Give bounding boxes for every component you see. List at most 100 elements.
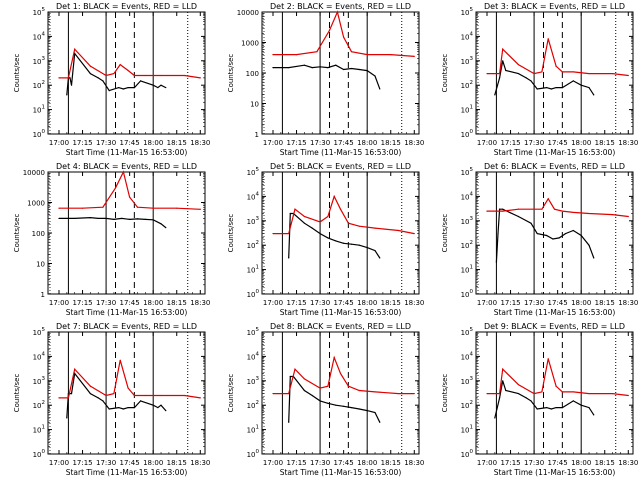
x-tick-label: 17:15 <box>72 139 92 147</box>
events-data-point <box>152 84 154 86</box>
events-data-point <box>70 84 73 86</box>
lld-data-point <box>144 74 146 77</box>
events-data-point <box>550 88 552 90</box>
events-data-point <box>311 67 313 69</box>
plot-frame <box>475 11 634 135</box>
events-data-point <box>58 217 60 220</box>
x-tick-label: 17:15 <box>500 459 520 467</box>
events-data-point <box>358 408 360 410</box>
lld-data-point <box>105 394 107 397</box>
lld-data-point <box>627 215 629 218</box>
lld-data-point <box>67 397 70 399</box>
events-data-point <box>289 375 291 378</box>
events-data-point <box>140 400 142 402</box>
lld-data-point <box>336 11 338 13</box>
x-tick-label: 18:00 <box>571 459 591 467</box>
y-tick-label: 103 <box>247 376 260 386</box>
y-axis-title: Counts/sec <box>227 214 235 253</box>
x-tick-label: 18:30 <box>618 139 638 147</box>
y-tick-label: 105 <box>247 167 260 177</box>
y-tick-label: 100 <box>461 129 474 139</box>
events-data-point <box>157 406 159 409</box>
y-tick-label: 105 <box>461 7 474 17</box>
events-data-point <box>121 217 123 220</box>
x-tick-label: 18:30 <box>618 299 638 307</box>
lld-data-point <box>358 225 360 227</box>
detector-plot-7: Det 7: BLACK = Events, RED = LLD 100 101 10… <box>13 322 210 477</box>
events-data-point <box>502 380 504 382</box>
events-data-point <box>517 392 519 395</box>
events-data-point <box>105 217 107 220</box>
events-data-point <box>327 67 329 69</box>
x-tick-label: 17:15 <box>286 139 306 147</box>
lld-data-point <box>199 397 201 399</box>
y-tick-label: 103 <box>461 376 474 386</box>
plot-frame <box>475 171 634 295</box>
lld-data-point <box>486 392 488 395</box>
lld-data-point <box>58 77 60 79</box>
lld-data-point <box>555 65 557 67</box>
events-data-point <box>311 227 313 229</box>
lld-data-point <box>327 385 329 387</box>
y-axis-title: Counts/sec <box>227 54 235 93</box>
events-data-point <box>303 389 305 392</box>
events-data-point <box>593 414 595 416</box>
lld-data-point <box>160 74 162 77</box>
events-series-line <box>273 64 381 90</box>
lld-data-point <box>89 65 91 67</box>
x-tick-label: 17:00 <box>263 139 283 147</box>
events-data-point <box>350 243 353 245</box>
events-data-point <box>366 246 368 249</box>
events-data-point <box>113 218 115 220</box>
lld-data-point <box>374 391 376 393</box>
lld-data-point <box>572 71 574 73</box>
events-data-point <box>165 86 167 89</box>
lld-data-point <box>588 392 590 395</box>
x-tick-label: 18:30 <box>404 459 424 467</box>
x-tick-label: 17:45 <box>120 299 140 307</box>
lld-data-point <box>333 356 335 359</box>
events-data-point <box>505 69 507 72</box>
events-data-point <box>97 397 99 399</box>
lld-data-point <box>319 387 321 389</box>
events-data-point <box>593 257 595 259</box>
plot-frame <box>261 331 420 455</box>
events-data-point <box>379 88 381 90</box>
detector-plot-6: Det 6: BLACK = Events, RED = LLD 100 101 10… <box>441 162 638 317</box>
x-tick-label: 17:30 <box>96 299 116 307</box>
y-tick-label: 1 <box>41 291 45 299</box>
events-data-point <box>498 77 501 79</box>
events-data-point <box>165 227 167 229</box>
lld-data-point <box>533 72 535 75</box>
lld-data-point <box>533 208 535 210</box>
x-axis-title: Start Time (11-Mar-15 16:53:00) <box>494 308 616 317</box>
x-axis-title: Start Time (11-Mar-15 16:53:00) <box>66 308 188 317</box>
lld-data-point <box>199 77 201 79</box>
y-tick-label: 104 <box>247 191 260 201</box>
x-tick-label: 17:45 <box>334 459 354 467</box>
lld-data-point <box>555 385 557 387</box>
events-data-point <box>89 72 91 75</box>
events-data-point <box>350 67 353 70</box>
events-data-point <box>379 421 381 423</box>
plot-title: Det 3: BLACK = Events, RED = LLD <box>484 2 625 11</box>
lld-data-point <box>328 29 331 31</box>
detector-plot-2: Det 2: BLACK = Events, RED = LLD 1 10 100 10… <box>227 2 424 157</box>
x-tick-label: 17:30 <box>524 459 544 467</box>
x-tick-label: 18:00 <box>143 459 163 467</box>
x-tick-label: 17:30 <box>524 139 544 147</box>
lld-data-point <box>319 221 321 223</box>
plot-frame <box>47 171 206 295</box>
y-tick-label: 100 <box>33 129 46 139</box>
events-data-point <box>572 229 574 232</box>
plot-title: Det 8: BLACK = Events, RED = LLD <box>270 322 411 331</box>
events-data-point <box>498 397 501 399</box>
lld-series-line <box>59 170 201 210</box>
plot-title: Det 7: BLACK = Events, RED = LLD <box>56 322 197 331</box>
lld-data-point <box>347 385 349 387</box>
lld-data-point <box>561 210 563 212</box>
events-data-point <box>593 94 595 96</box>
x-tick-label: 18:30 <box>190 299 210 307</box>
y-tick-label: 104 <box>461 31 474 41</box>
events-data-point <box>350 406 353 409</box>
